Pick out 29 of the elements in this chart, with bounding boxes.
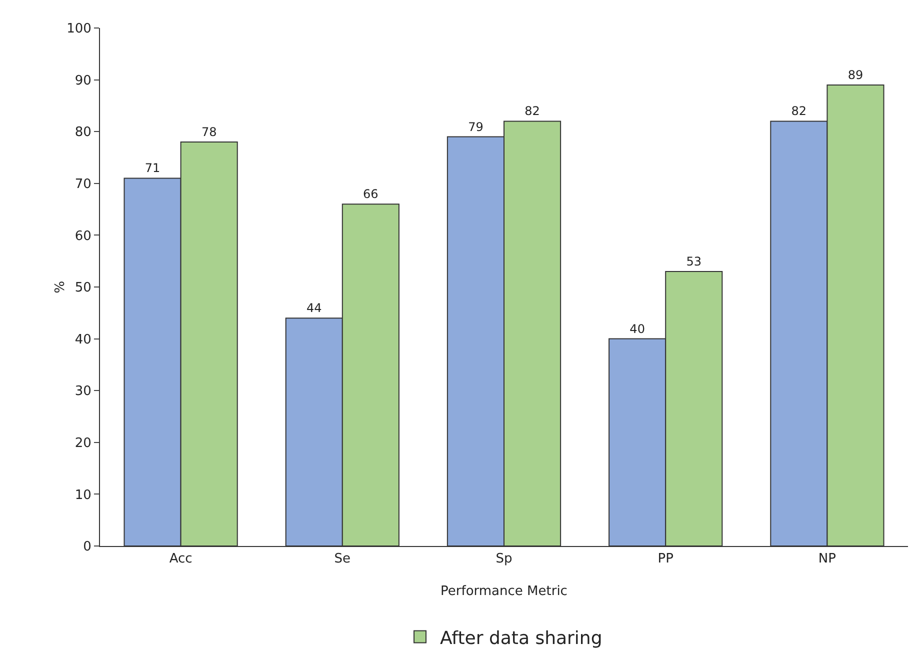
data-label: 44 [306,301,322,316]
y-tick-label: 40 [74,332,92,348]
y-tick-label: 50 [74,280,92,296]
data-label: 82 [524,104,540,118]
x-tick-label: Se [334,552,351,567]
x-axis-title: Performance Metric [440,584,568,599]
data-label: 82 [791,104,807,118]
legend-label: After data sharing [440,628,602,649]
data-label: 53 [686,254,702,268]
x-tick-label: NP [818,552,836,567]
y-tick-label: 30 [74,384,92,400]
y-tick-label: 100 [66,22,92,37]
data-label: 89 [848,68,864,82]
x-tick-label: PP [658,552,674,567]
data-label: 66 [363,187,378,202]
data-label: 78 [201,124,217,139]
y-tick-label: 20 [74,436,92,451]
y-axis-title: % [53,280,68,294]
data-label: 40 [630,322,645,336]
x-tick-label: Sp [496,552,512,567]
y-tick-label: 90 [74,73,92,88]
y-tick-label: 70 [74,176,92,192]
data-label: 79 [468,120,484,134]
data-label: 71 [144,161,160,176]
x-tick-label: Acc [169,552,192,567]
y-tick-label: 80 [74,125,92,140]
y-tick-label: 10 [74,488,92,503]
y-tick-label: 60 [74,228,92,244]
y-tick-label: 0 [83,540,92,555]
